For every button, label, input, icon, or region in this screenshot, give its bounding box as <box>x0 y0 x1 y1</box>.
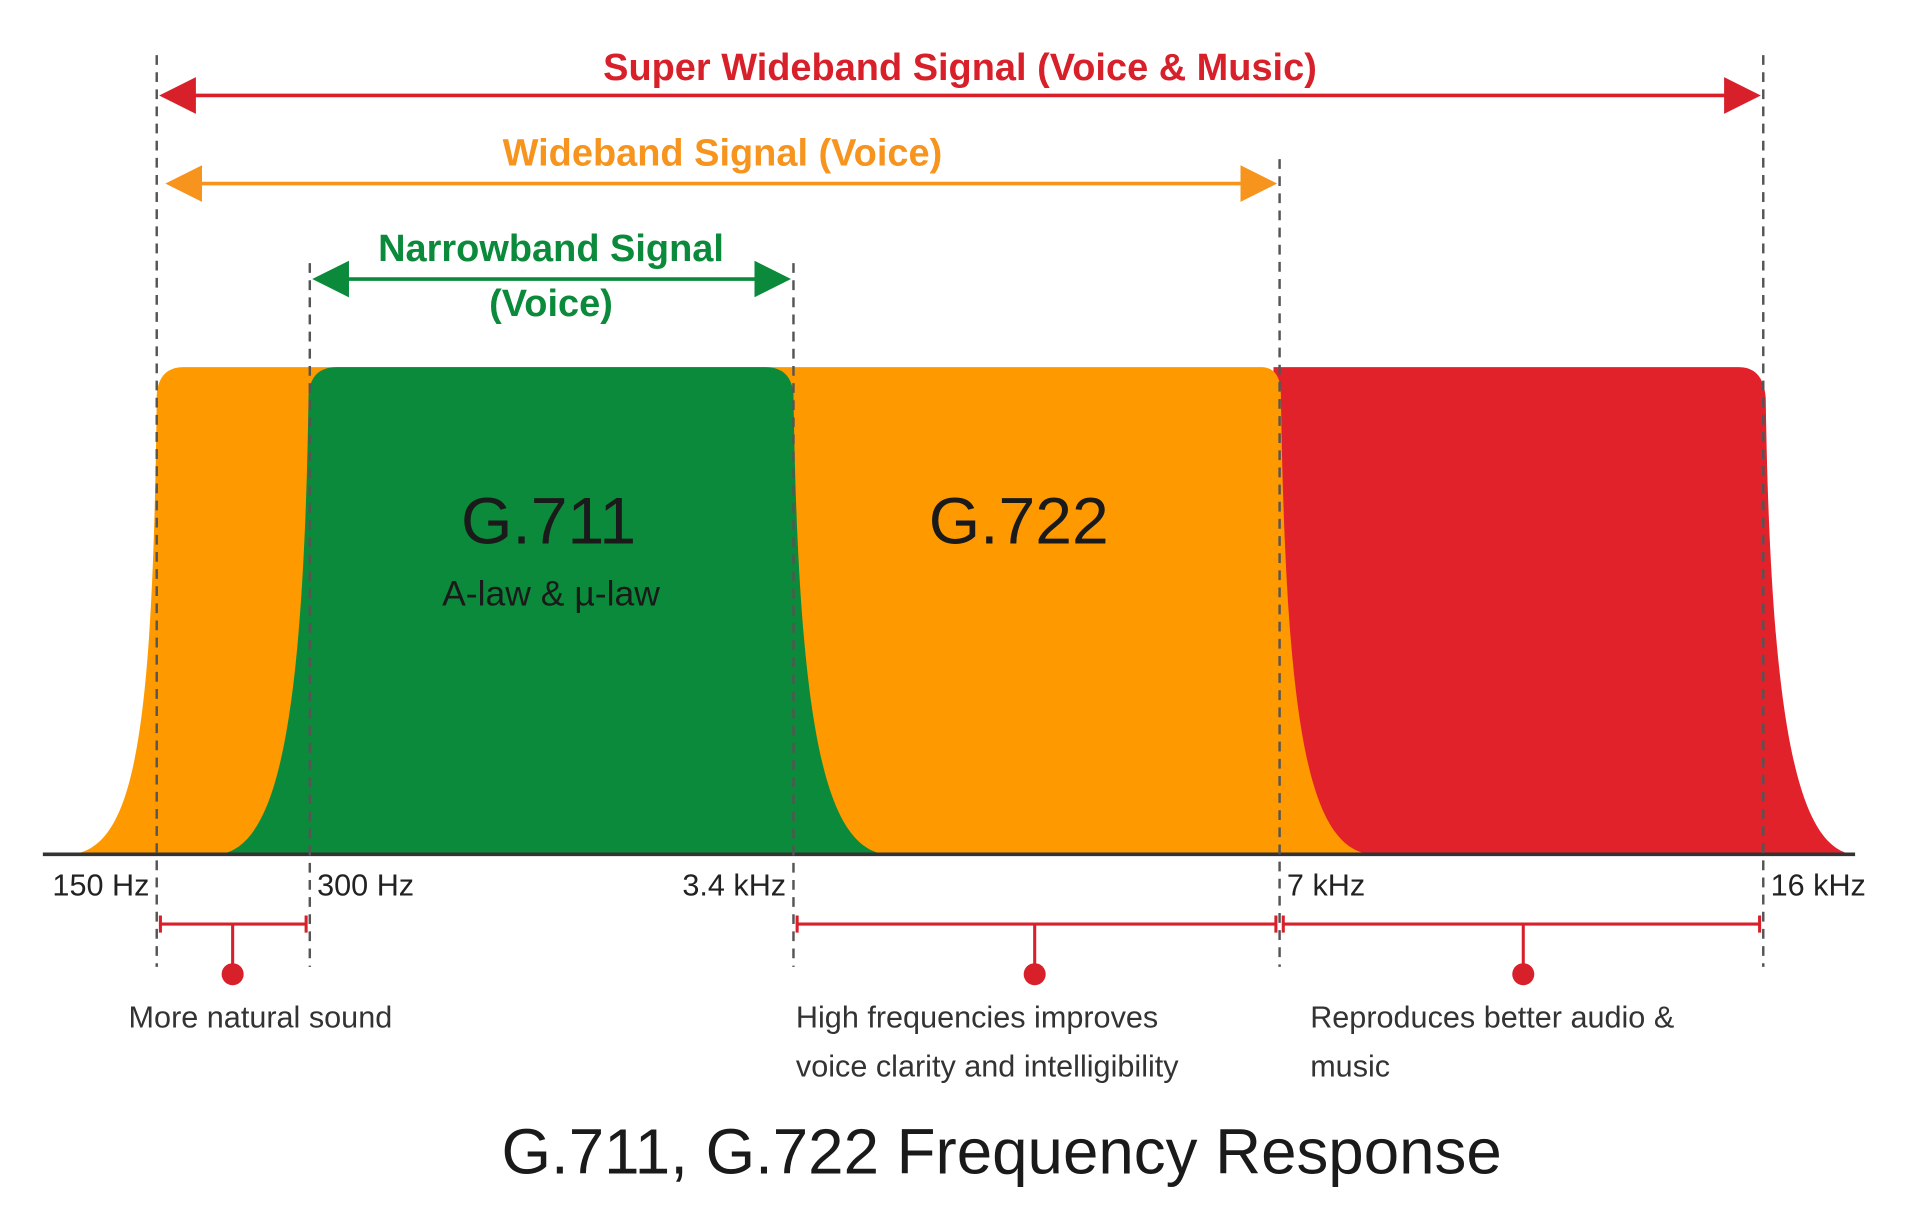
codec-subtitle: A-law & µ-law <box>442 573 660 613</box>
note-text: Reproduces better audio & <box>1310 1001 1674 1035</box>
note-dot <box>1023 963 1046 986</box>
frequency-label: 150 Hz <box>52 868 149 902</box>
note-dot <box>1512 963 1535 986</box>
note-dot <box>221 963 244 986</box>
narrowband-area <box>220 367 885 855</box>
codec-name: G.722 <box>929 485 1109 559</box>
band-label: Super Wideband Signal (Voice & Music) <box>603 47 1317 89</box>
title: G.711, G.722 Frequency Response <box>502 1116 1502 1187</box>
note-text: voice clarity and intelligibility <box>796 1050 1179 1084</box>
band-label: (Voice) <box>489 283 613 325</box>
frequency-label: 300 Hz <box>317 868 414 902</box>
note-text: High frequencies improves <box>796 1001 1158 1035</box>
band-label: Wideband Signal (Voice) <box>503 132 943 174</box>
band-label: Narrowband Signal <box>378 228 724 270</box>
note-text: music <box>1310 1050 1390 1084</box>
super-wideband-area <box>1273 367 1852 855</box>
note-text: More natural sound <box>129 1001 393 1035</box>
note-brackets <box>158 915 1762 973</box>
frequency-label: 3.4 kHz <box>682 868 786 902</box>
frequency-label: 7 kHz <box>1287 868 1365 902</box>
frequency-label: 16 kHz <box>1771 868 1866 902</box>
codec-name: G.711 <box>461 485 636 559</box>
